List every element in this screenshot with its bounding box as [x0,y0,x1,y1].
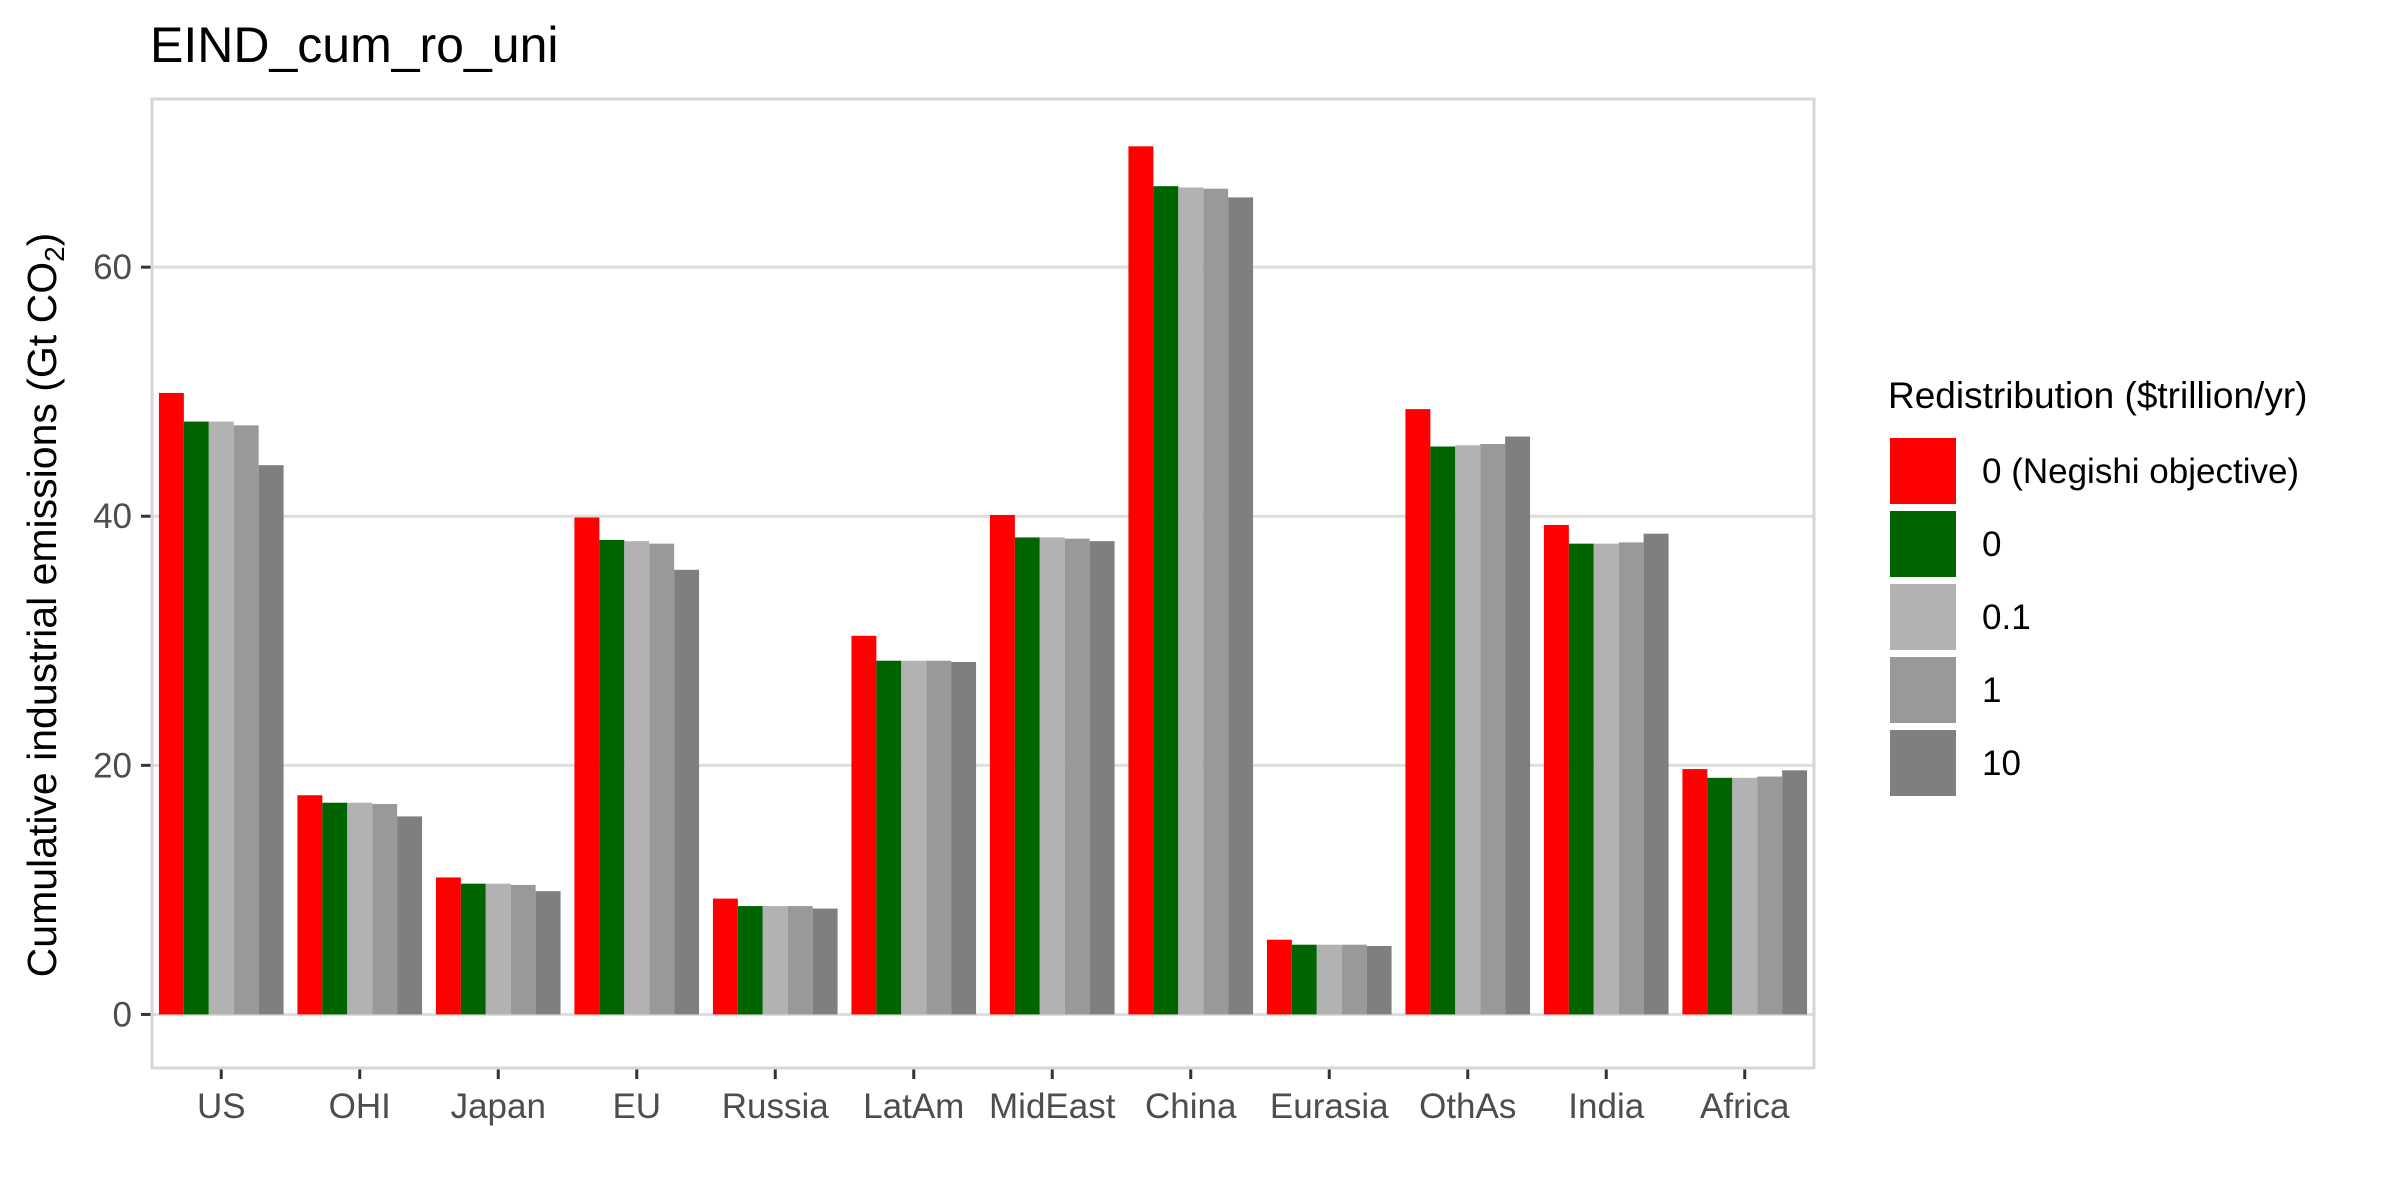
bar-us-series-5 [258,465,284,1015]
x-tick-label: Russia [722,1087,830,1126]
bar-eu-series-2 [599,539,625,1015]
bar-ohi-series-3 [347,802,373,1015]
x-tick-label: OHI [329,1087,391,1126]
bar-japan-series-3 [485,883,511,1015]
bar-africa-series-3 [1732,777,1758,1015]
x-tick-label: India [1568,1087,1644,1126]
x-tick-label: Africa [1700,1087,1790,1126]
y-tick-label: 40 [93,497,132,536]
legend-key-3 [1890,584,1956,650]
bar-eu-series-3 [624,541,650,1015]
legend-key-5 [1890,730,1956,796]
bar-russia-series-4 [787,906,813,1015]
bar-japan-series-1 [435,877,461,1015]
bar-latam-series-2 [876,660,902,1015]
bar-russia-series-5 [812,908,838,1015]
bar-us-series-3 [208,421,234,1015]
bar-eu-series-1 [574,517,600,1015]
bar-japan-series-4 [510,884,536,1015]
x-tick-label: Japan [451,1087,546,1126]
bar-russia-series-3 [762,906,788,1015]
panel-border [150,97,1816,1070]
bar-eurasia-series-4 [1341,944,1367,1015]
bar-eurasia-series-1 [1266,939,1292,1015]
legend-key-4 [1890,657,1956,723]
bar-us-series-1 [158,392,184,1015]
legend-label-4: 1 [1982,671,2001,710]
y-axis-label-main: Cumulative industrial emissions (Gt CO [19,262,65,977]
legend-label-2: 0 [1982,525,2001,564]
x-tick-label: China [1145,1087,1237,1126]
bar-india-series-5 [1643,533,1669,1015]
bar-mideast-series-5 [1089,541,1115,1015]
y-axis-label-subscript: 2 [39,246,70,262]
bar-us-series-2 [183,421,209,1015]
chart-title: EIND_cum_ro_uni [150,17,559,73]
legend-key-1 [1890,438,1956,504]
legend-title: Redistribution ($trillion/yr) [1888,375,2307,416]
bar-mideast-series-1 [989,514,1015,1015]
bar-latam-series-4 [926,660,952,1015]
bar-china-series-5 [1228,197,1254,1015]
bar-latam-series-5 [951,661,977,1015]
legend-key-2 [1890,511,1956,577]
x-tick-label: Eurasia [1270,1087,1389,1126]
bar-latam-series-3 [901,660,927,1015]
x-tick-label: EU [612,1087,661,1126]
y-axis-label-close: ) [19,233,65,247]
bar-china-series-2 [1153,186,1179,1015]
bar-latam-series-1 [851,635,877,1015]
bar-india-series-1 [1543,524,1569,1015]
bar-eu-series-4 [649,543,675,1015]
y-tick-label: 0 [113,995,132,1034]
bar-india-series-2 [1568,543,1594,1015]
bar-africa-series-5 [1782,770,1808,1015]
bar-india-series-3 [1593,543,1619,1015]
x-tick-label: MidEast [989,1087,1116,1126]
plot-area: US OHI Japan EU Russia LatAm MidEast China Euras… [93,97,1816,1126]
bar-russia-series-2 [737,906,763,1015]
legend-label-3: 0.1 [1982,598,2031,637]
bar-mideast-series-2 [1014,537,1040,1015]
x-tick-label: LatAm [863,1087,964,1126]
legend-label-1: 0 (Negishi objective) [1982,452,2299,491]
legend-label-5: 10 [1982,744,2021,783]
y-tick-label: 60 [93,248,132,287]
bar-china-series-1 [1128,146,1154,1015]
bar-china-series-3 [1178,187,1204,1015]
bar-ohi-series-5 [397,816,423,1015]
bar-us-series-4 [233,425,259,1015]
bar-japan-series-5 [535,891,561,1015]
bar-ohi-series-1 [297,795,323,1015]
bar-india-series-4 [1618,542,1644,1015]
bar-eurasia-series-5 [1366,945,1392,1015]
bar-othas-series-3 [1455,445,1481,1015]
bar-ohi-series-2 [322,802,348,1015]
x-tick-label: US [197,1087,246,1126]
bar-eurasia-series-3 [1316,944,1342,1015]
bar-africa-series-1 [1682,769,1708,1015]
bar-africa-series-4 [1757,776,1783,1015]
bar-mideast-series-4 [1064,538,1090,1015]
bar-mideast-series-3 [1039,537,1065,1015]
bar-othas-series-2 [1430,446,1456,1015]
bar-eurasia-series-2 [1291,944,1317,1015]
bar-othas-series-1 [1405,409,1431,1015]
bar-othas-series-5 [1505,436,1531,1015]
bar-africa-series-2 [1707,777,1733,1015]
bar-ohi-series-4 [372,803,398,1015]
legend: Redistribution ($trillion/yr) 0 (Negishi… [1888,375,2307,796]
y-axis-label: Cumulative industrial emissions (Gt CO2) [19,233,70,978]
bar-russia-series-1 [712,898,738,1015]
x-tick-label: OthAs [1419,1087,1516,1126]
bar-eu-series-5 [674,569,700,1015]
bar-othas-series-4 [1480,444,1506,1015]
bar-china-series-4 [1203,188,1229,1015]
bar-japan-series-2 [460,883,486,1015]
y-tick-label: 20 [93,746,132,785]
